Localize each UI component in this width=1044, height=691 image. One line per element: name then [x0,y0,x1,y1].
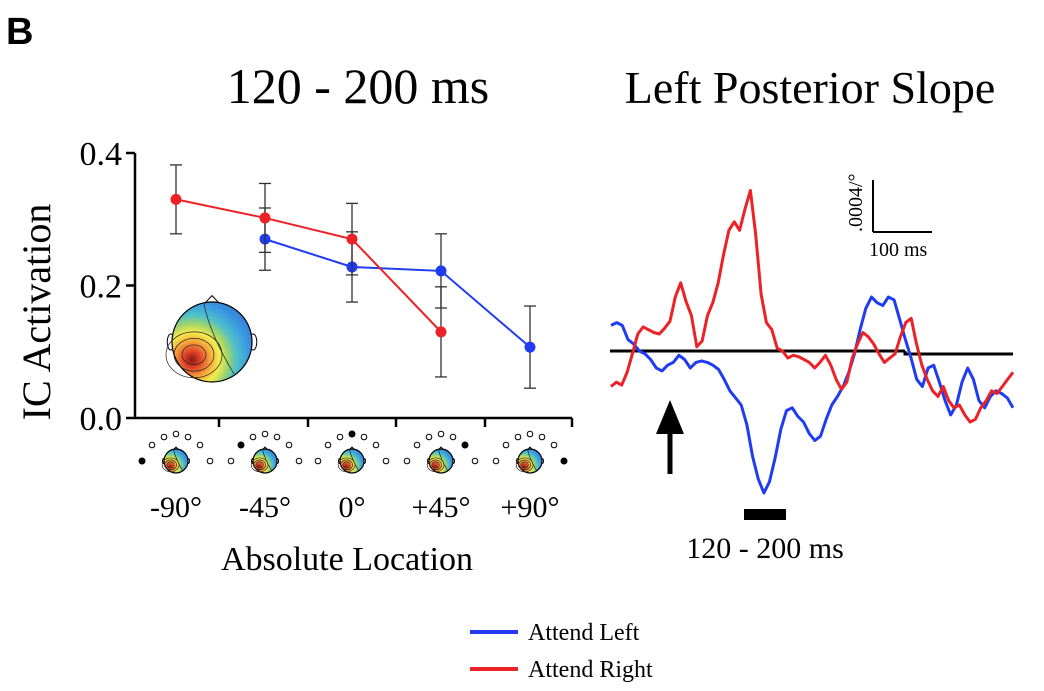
speaker-dot [383,458,389,464]
speaker-dot [404,458,410,464]
scalp-map-small [427,447,454,473]
x-tick-label: +90° [501,491,560,524]
data-point-attend-left [525,342,536,353]
y-tick-label: 0.0 [80,401,123,438]
speaker-dot [551,442,557,448]
scale-bar-x-label: 100 ms [869,239,928,261]
speaker-dot [286,442,292,448]
speaker-dot [361,434,367,440]
right-chart-title: Left Posterior Slope [625,62,996,113]
location-icon [139,431,213,473]
scalp-map [166,296,257,382]
x-tick-label: 0° [339,491,366,524]
x-tick-label: -45° [239,491,291,524]
location-icon [493,431,567,473]
scale-bar: .0004/° 100 ms [845,173,932,261]
speaker-dot [527,431,533,437]
speaker-dot [414,442,420,448]
speaker-dot [296,458,302,464]
scalp-map-small [338,447,365,473]
data-point-attend-right [436,326,447,337]
y-tick-label: 0.2 [80,269,123,306]
speaker-dot [373,442,379,448]
speaker-dot [250,434,256,440]
x-tick-label: +45° [412,491,471,524]
baseline-end [905,351,1013,354]
x-axis-label: Absolute Location [221,541,473,578]
location-icon [315,431,389,473]
speaker-dot [503,442,509,448]
location-chart: 120 - 200 ms IC Activation Absolute Loca… [14,58,572,578]
speaker-dot-active [238,442,244,448]
x-tick-label: -90° [150,491,202,524]
speaker-dot [161,434,167,440]
speaker-dot [315,458,321,464]
speaker-dot-active [349,431,355,437]
speaker-dot [228,458,234,464]
speaker-dot [274,434,280,440]
scalp-map-small [516,447,543,473]
speaker-dot [539,434,545,440]
speaker-dot [173,431,179,437]
speaker-dot-active [462,442,468,448]
data-point-attend-right [347,234,358,245]
speaker-dot [262,431,268,437]
speaker-dot [438,431,444,437]
speaker-dot [185,434,191,440]
legend-label-attend-right: Attend Right [528,657,653,683]
speaker-dot [493,458,499,464]
slope-chart: Left Posterior Slope .0004/° 100 ms 120 … [610,62,1013,565]
data-point-attend-right [171,194,182,205]
data-point-attend-left [436,265,447,276]
scale-bar-y-label: .0004/° [845,173,867,232]
scalp-map-small [251,447,278,473]
location-icon [228,431,302,473]
onset-arrow-head [656,400,684,434]
speaker-dot [325,442,331,448]
scalp-map-small [162,447,189,473]
speaker-dot [515,434,521,440]
panel-letter: B [6,11,33,53]
speaker-dot [450,434,456,440]
speaker-dot-active [139,458,145,464]
y-axis-label: IC Activation [14,204,59,421]
onset-arrow [656,400,684,474]
location-icons [139,431,567,473]
window-bar [744,509,786,520]
left-chart-title: 120 - 200 ms [227,58,490,114]
speaker-dot-active [561,458,567,464]
scalp-head [172,302,252,382]
speaker-dot [426,434,432,440]
speaker-dot [149,442,155,448]
data-point-attend-right [260,212,271,223]
speaker-dot [472,458,478,464]
window-label: 120 - 200 ms [686,532,844,565]
speaker-dot [207,458,213,464]
speaker-dot [197,442,203,448]
legend: Attend Left Attend Right [470,620,653,683]
legend-label-attend-left: Attend Left [528,620,640,646]
speaker-dot [337,434,343,440]
y-tick-label: 0.4 [80,136,123,173]
left-axes: 0.0 0.2 0.4 -90° -45° 0° +45° +90° [80,136,573,524]
series-line-attend-left [265,239,530,347]
location-icon [404,431,478,473]
scalp-map-inset [166,296,257,382]
waveform-attend-right [611,191,1013,423]
